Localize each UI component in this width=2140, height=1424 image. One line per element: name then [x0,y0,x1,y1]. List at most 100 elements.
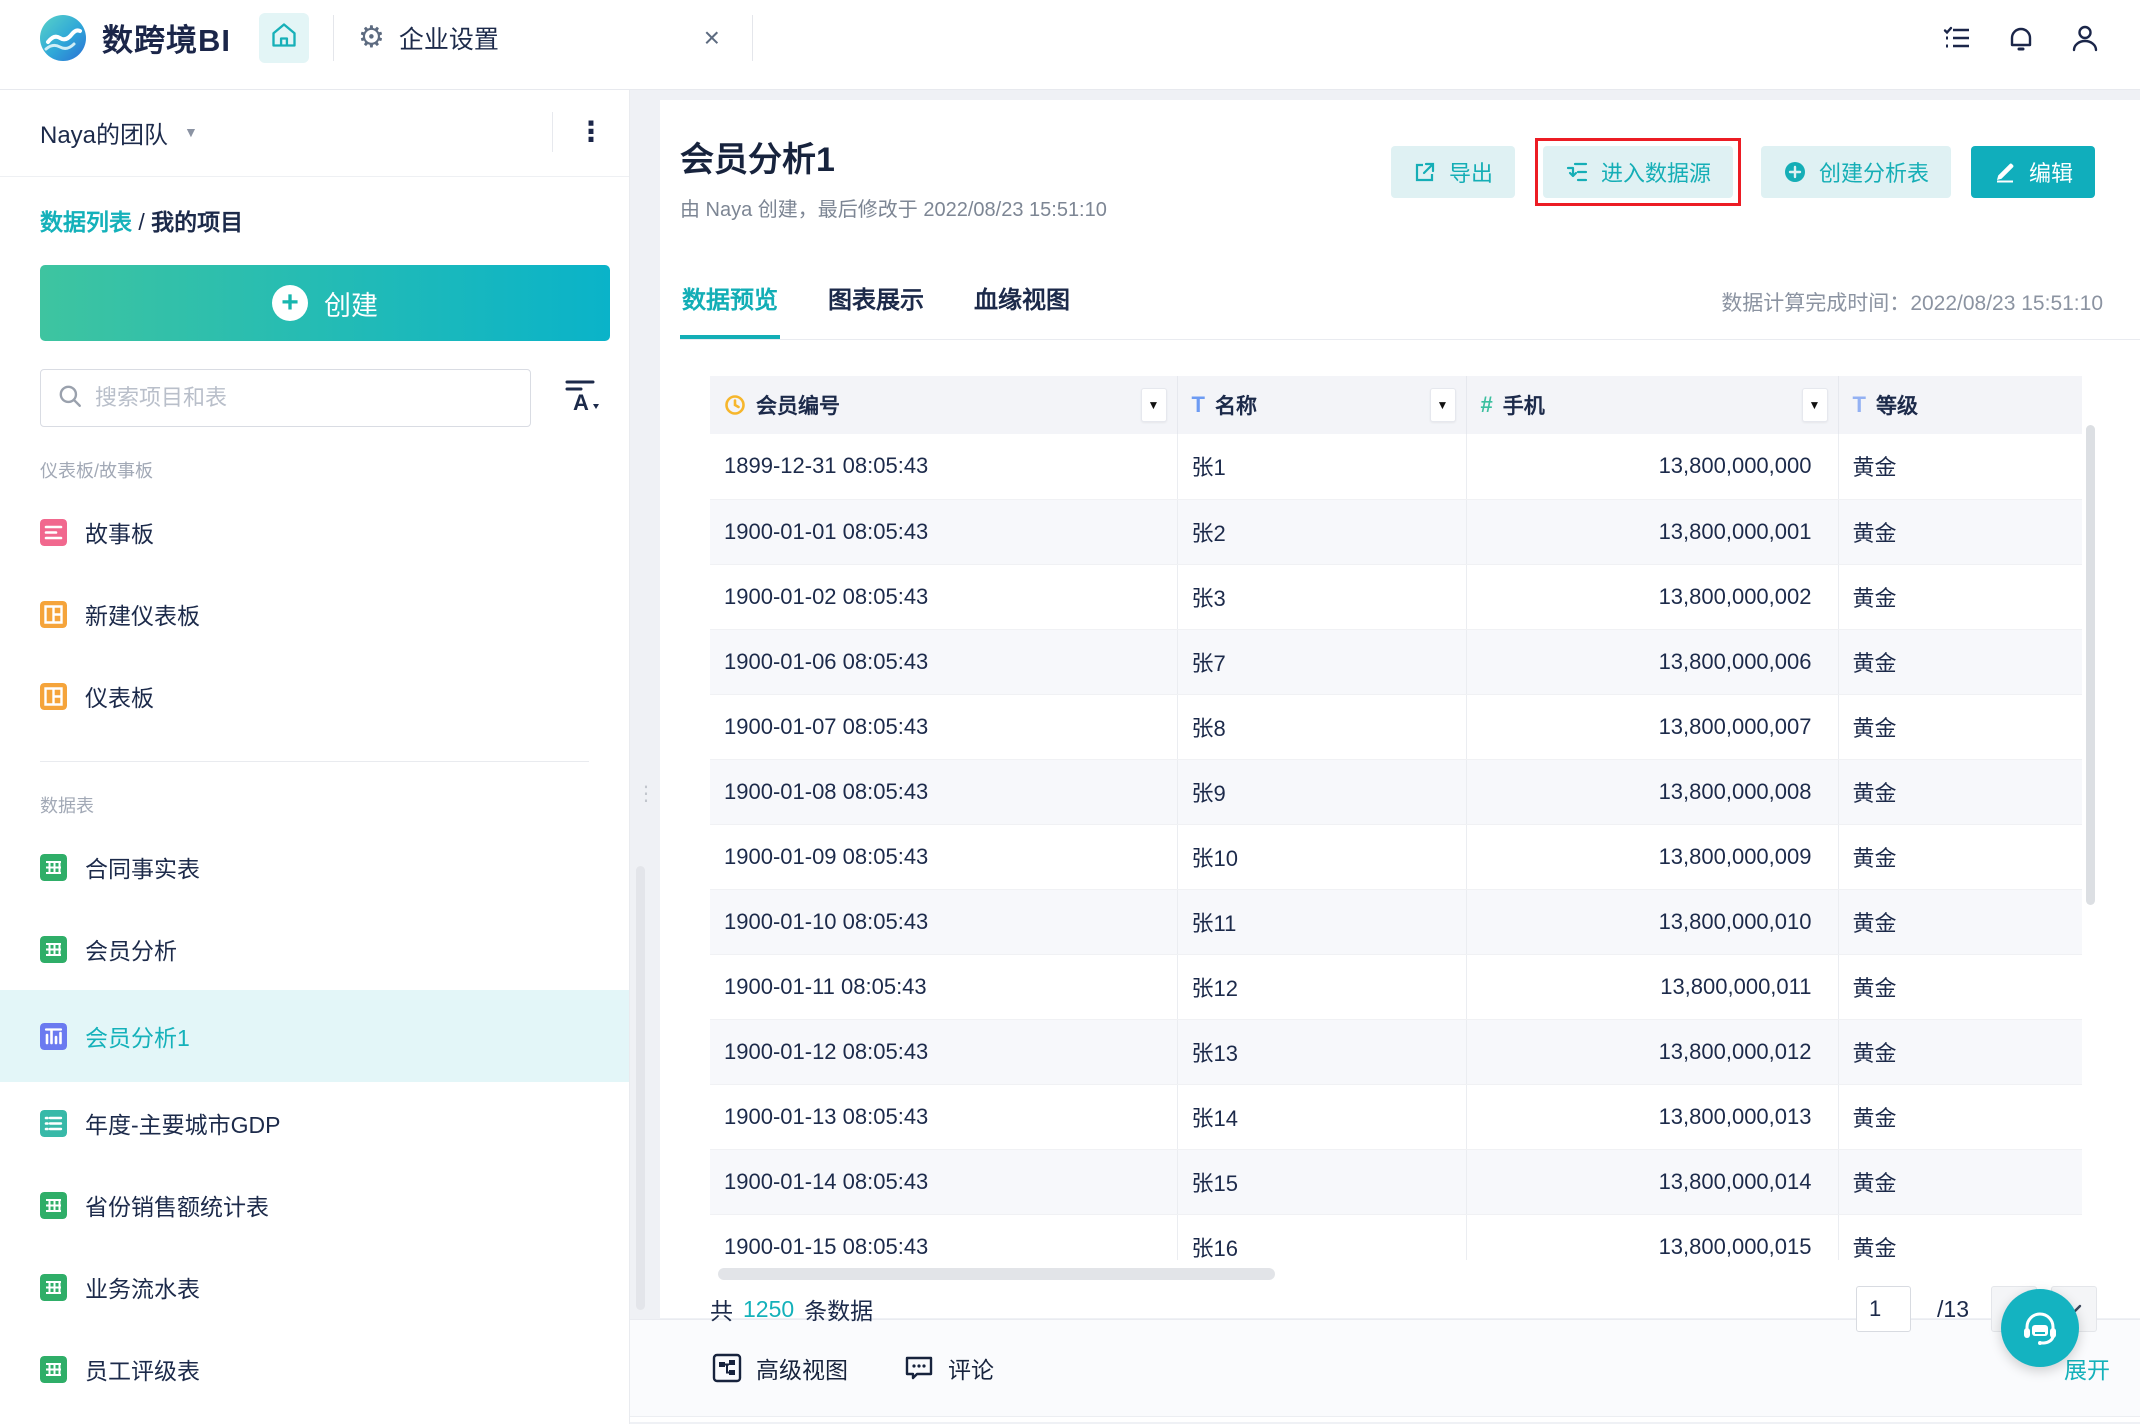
column-filter-dropdown[interactable]: ▼ [1429,388,1456,422]
cell-level: 黄金 [1838,1019,2082,1085]
breadcrumb-current: 我的项目 [151,209,244,235]
text-type-icon: T [1852,392,1866,417]
expand-button[interactable]: 展开 [2064,1357,2110,1383]
sidebar: Naya的团队 ▼ ⋮ 数据列表 / 我的项目 + 创建 A 仪表板/故事板 [0,90,630,1424]
enter-data-source-button[interactable]: 进入数据源 [1542,146,1733,198]
comment-button[interactable]: 评论 [904,1351,994,1385]
column-filter-dropdown[interactable]: ▼ [1801,388,1828,422]
export-button[interactable]: 导出 [1390,146,1515,198]
cell-phone: 13,800,000,002 [1466,564,1839,630]
main-area: ⋮ 会员分析1 由 Naya 创建，最后修改于 2022/08/23 15:51… [630,90,2140,1424]
close-tab-icon[interactable]: × [703,21,720,53]
table-row: 1900-01-02 08:05:43 张3 13,800,000,002 黄金 [710,564,2082,630]
total-count: 1250 [743,1295,795,1322]
table-header-row: 会员编号 ▼ T 名称 ▼ [710,376,2082,434]
cell-name: 张8 [1177,694,1467,760]
search-box [40,369,531,427]
cell-member-id: 1900-01-02 08:05:43 [710,564,1178,630]
tab-data-preview[interactable]: 数据预览 [680,246,780,339]
datetime-type-icon [725,395,745,415]
table-row: 1900-01-10 08:05:43 张11 13,800,000,010 黄金 [710,889,2082,955]
search-input[interactable] [95,385,514,411]
notification-bell-icon[interactable] [2006,23,2036,53]
tab-lineage-view[interactable]: 血缘视图 [974,287,1070,314]
table-row: 1900-01-14 08:05:43 张15 13,800,000,014 黄金 [710,1149,2082,1215]
customer-service-chat-button[interactable] [2001,1289,2079,1367]
cell-level: 黄金 [1838,499,2082,565]
create-analysis-table-button[interactable]: 创建分析表 [1760,146,1951,198]
column-header-name[interactable]: T 名称 ▼ [1177,376,1467,434]
create-button[interactable]: + 创建 [40,265,610,341]
sort-by-name-icon[interactable]: A [561,376,605,421]
dashboard-icon [40,682,67,710]
edit-button[interactable]: 编辑 [1970,146,2095,198]
export-icon [1415,162,1435,182]
cell-member-id: 1899-12-31 08:05:43 [710,434,1178,500]
chevron-down-icon[interactable]: ▼ [184,124,198,140]
svg-text:A: A [573,390,589,415]
cell-phone: 13,800,000,014 [1466,1149,1839,1215]
content-card: 会员分析1 由 Naya 创建，最后修改于 2022/08/23 15:51:1… [660,100,2140,1332]
cell-phone: 13,800,000,012 [1466,1019,1839,1085]
sidebar-item-contract-fact-table[interactable]: 合同事实表 [0,826,629,908]
column-header-phone[interactable]: # 手机 ▼ [1466,376,1839,434]
advanced-view-icon [712,1353,742,1383]
table-row: 1900-01-09 08:05:43 张10 13,800,000,009 黄金 [710,824,2082,890]
cell-name: 张1 [1177,434,1467,500]
cell-phone: 13,800,000,013 [1466,1084,1839,1150]
data-table-icon [40,1273,67,1301]
plus-icon: + [272,285,308,321]
sidebar-item-new-dashboard[interactable]: 新建仪表板 [0,573,629,655]
plus-circle-icon [1784,162,1805,182]
sidebar-item-member-analysis-1[interactable]: 会员分析1 [0,990,629,1082]
bottom-sliver [630,1416,2140,1422]
cell-level: 黄金 [1838,1214,2082,1260]
sidebar-item-dashboard[interactable]: 仪表板 [0,655,629,737]
compute-time: 数据计算完成时间：2022/08/23 15:51:10 [1721,292,2103,315]
cell-name: 张15 [1177,1149,1467,1215]
tab-chart-display[interactable]: 图表展示 [828,287,924,314]
page-number-input[interactable] [1856,1286,1912,1332]
app-logo-icon [40,14,86,61]
breadcrumb-data-list[interactable]: 数据列表 [40,209,132,235]
cell-member-id: 1900-01-09 08:05:43 [710,824,1178,890]
sidebar-item-province-sales[interactable]: 省份销售额统计表 [0,1164,629,1246]
horizontal-scrollbar-thumb[interactable] [718,1268,1275,1280]
sidebar-item-employee-rating[interactable]: 员工评级表 [0,1328,629,1410]
sidebar-item-business-flow[interactable]: 业务流水表 [0,1246,629,1328]
cell-level: 黄金 [1838,629,2082,695]
more-options-icon[interactable]: ⋮ [577,116,605,147]
column-header-level[interactable]: T 等级 [1838,376,2082,434]
user-profile-icon[interactable] [2070,23,2100,53]
cell-member-id: 1900-01-06 08:05:43 [710,629,1178,695]
home-icon [270,21,298,54]
sidebar-item-member-analysis[interactable]: 会员分析 [0,908,629,990]
cell-name: 张7 [1177,629,1467,695]
cell-phone: 13,800,000,011 [1466,954,1839,1020]
tab-enterprise-settings[interactable]: ⚙ 企业设置 × [358,20,728,56]
page-meta: 由 Naya 创建，最后修改于 2022/08/23 15:51:10 [680,199,1107,221]
highlight-red-box: 进入数据源 [1534,138,1741,206]
task-list-icon[interactable] [1942,23,1972,53]
column-header-member-id[interactable]: 会员编号 ▼ [710,376,1178,434]
vertical-scrollbar[interactable] [2086,425,2095,905]
topbar-divider [333,14,334,61]
sidebar-item-annual-city-gdp[interactable]: 年度-主要城市GDP [0,1082,629,1164]
table-row: 1900-01-15 08:05:43 张16 13,800,000,015 黄金 [710,1214,2082,1260]
team-name[interactable]: Naya的团队 [40,121,169,149]
analysis-table-icon [40,1022,67,1050]
horizontal-scrollbar[interactable] [710,1268,2082,1280]
home-button[interactable] [259,12,309,63]
column-filter-dropdown[interactable]: ▼ [1140,388,1167,422]
sidebar-resize-rail[interactable] [636,866,645,1310]
sidebar-resize-handle[interactable]: ⋮ [636,783,656,805]
cell-level: 黄金 [1838,1084,2082,1150]
sidebar-item-storyboard[interactable]: 故事板 [0,491,629,573]
cell-member-id: 1900-01-01 08:05:43 [710,499,1178,565]
tab-label: 企业设置 [398,25,499,54]
list-table-icon [40,1109,67,1137]
cell-member-id: 1900-01-14 08:05:43 [710,1149,1178,1215]
advanced-view-button[interactable]: 高级视图 [712,1351,848,1385]
cell-phone: 13,800,000,000 [1466,434,1839,500]
table-row: 1900-01-13 08:05:43 张14 13,800,000,013 黄金 [710,1084,2082,1150]
